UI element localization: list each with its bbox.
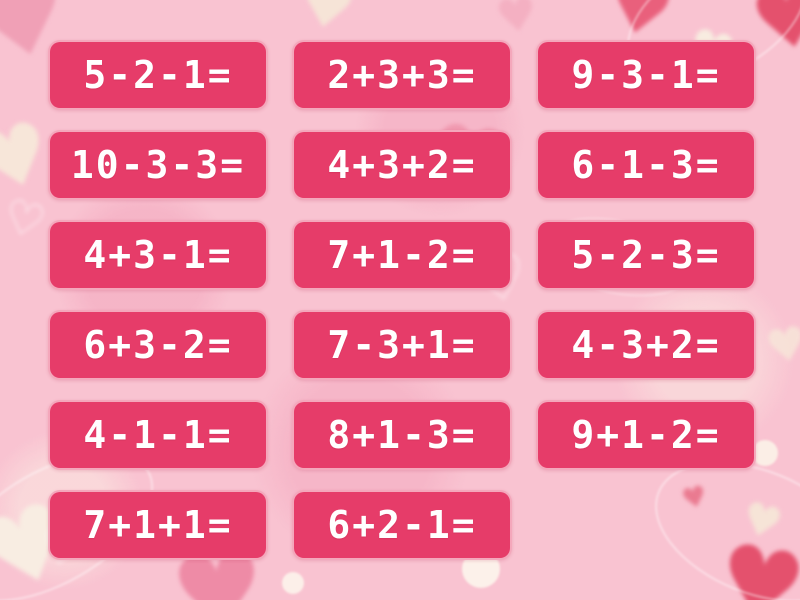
math-card[interactable]: 4+3+2=: [292, 130, 512, 200]
math-card[interactable]: 8+1-3=: [292, 400, 512, 470]
math-card[interactable]: 6+2-1=: [292, 490, 512, 560]
heart-icon: ♥: [492, 0, 541, 45]
math-card[interactable]: 4-3+2=: [536, 310, 756, 380]
math-expression: 9-3-1=: [571, 53, 721, 97]
math-expression: 4-3+2=: [571, 323, 721, 367]
math-card[interactable]: 7-3+1=: [292, 310, 512, 380]
math-expression: 6+3-2=: [83, 323, 233, 367]
math-expression: 4+3+2=: [327, 143, 477, 187]
math-card[interactable]: 7+1-2=: [292, 220, 512, 290]
math-expression: 9+1-2=: [571, 413, 721, 457]
math-card[interactable]: 6+3-2=: [48, 310, 268, 380]
math-expression: 6-1-3=: [571, 143, 721, 187]
heart-icon: ♥: [761, 314, 800, 376]
math-card[interactable]: 4-1-1=: [48, 400, 268, 470]
math-expression: 6+2-1=: [327, 503, 477, 547]
math-expression: 8+1-3=: [327, 413, 477, 457]
math-expression: 7+1+1=: [83, 503, 233, 547]
math-card[interactable]: 9-3-1=: [536, 40, 756, 110]
math-expression: 10-3-3=: [70, 143, 246, 187]
math-expression: 7+1-2=: [327, 233, 477, 277]
math-card[interactable]: 10-3-3=: [48, 130, 268, 200]
math-card[interactable]: 5-2-1=: [48, 40, 268, 110]
heart-outline-icon: ♡: [0, 187, 52, 251]
math-expression: 5-2-1=: [83, 53, 233, 97]
math-card[interactable]: 9+1-2=: [536, 400, 756, 470]
math-card[interactable]: 5-2-3=: [536, 220, 756, 290]
math-card[interactable]: 6-1-3=: [536, 130, 756, 200]
math-expression: 4+3-1=: [83, 233, 233, 277]
math-card[interactable]: 7+1+1=: [48, 490, 268, 560]
math-expression: 5-2-3=: [571, 233, 721, 277]
card-grid: 5-2-1= 2+3+3= 9-3-1= 10-3-3= 4+3+2= 6-1-…: [48, 40, 756, 560]
math-expression: 2+3+3=: [327, 53, 477, 97]
math-card[interactable]: 4+3-1=: [48, 220, 268, 290]
heart-icon: ♥: [292, 0, 362, 48]
math-expression: 4-1-1=: [83, 413, 233, 457]
dot-decoration: [282, 572, 304, 594]
math-expression: 7-3+1=: [327, 323, 477, 367]
math-card[interactable]: 2+3+3=: [292, 40, 512, 110]
